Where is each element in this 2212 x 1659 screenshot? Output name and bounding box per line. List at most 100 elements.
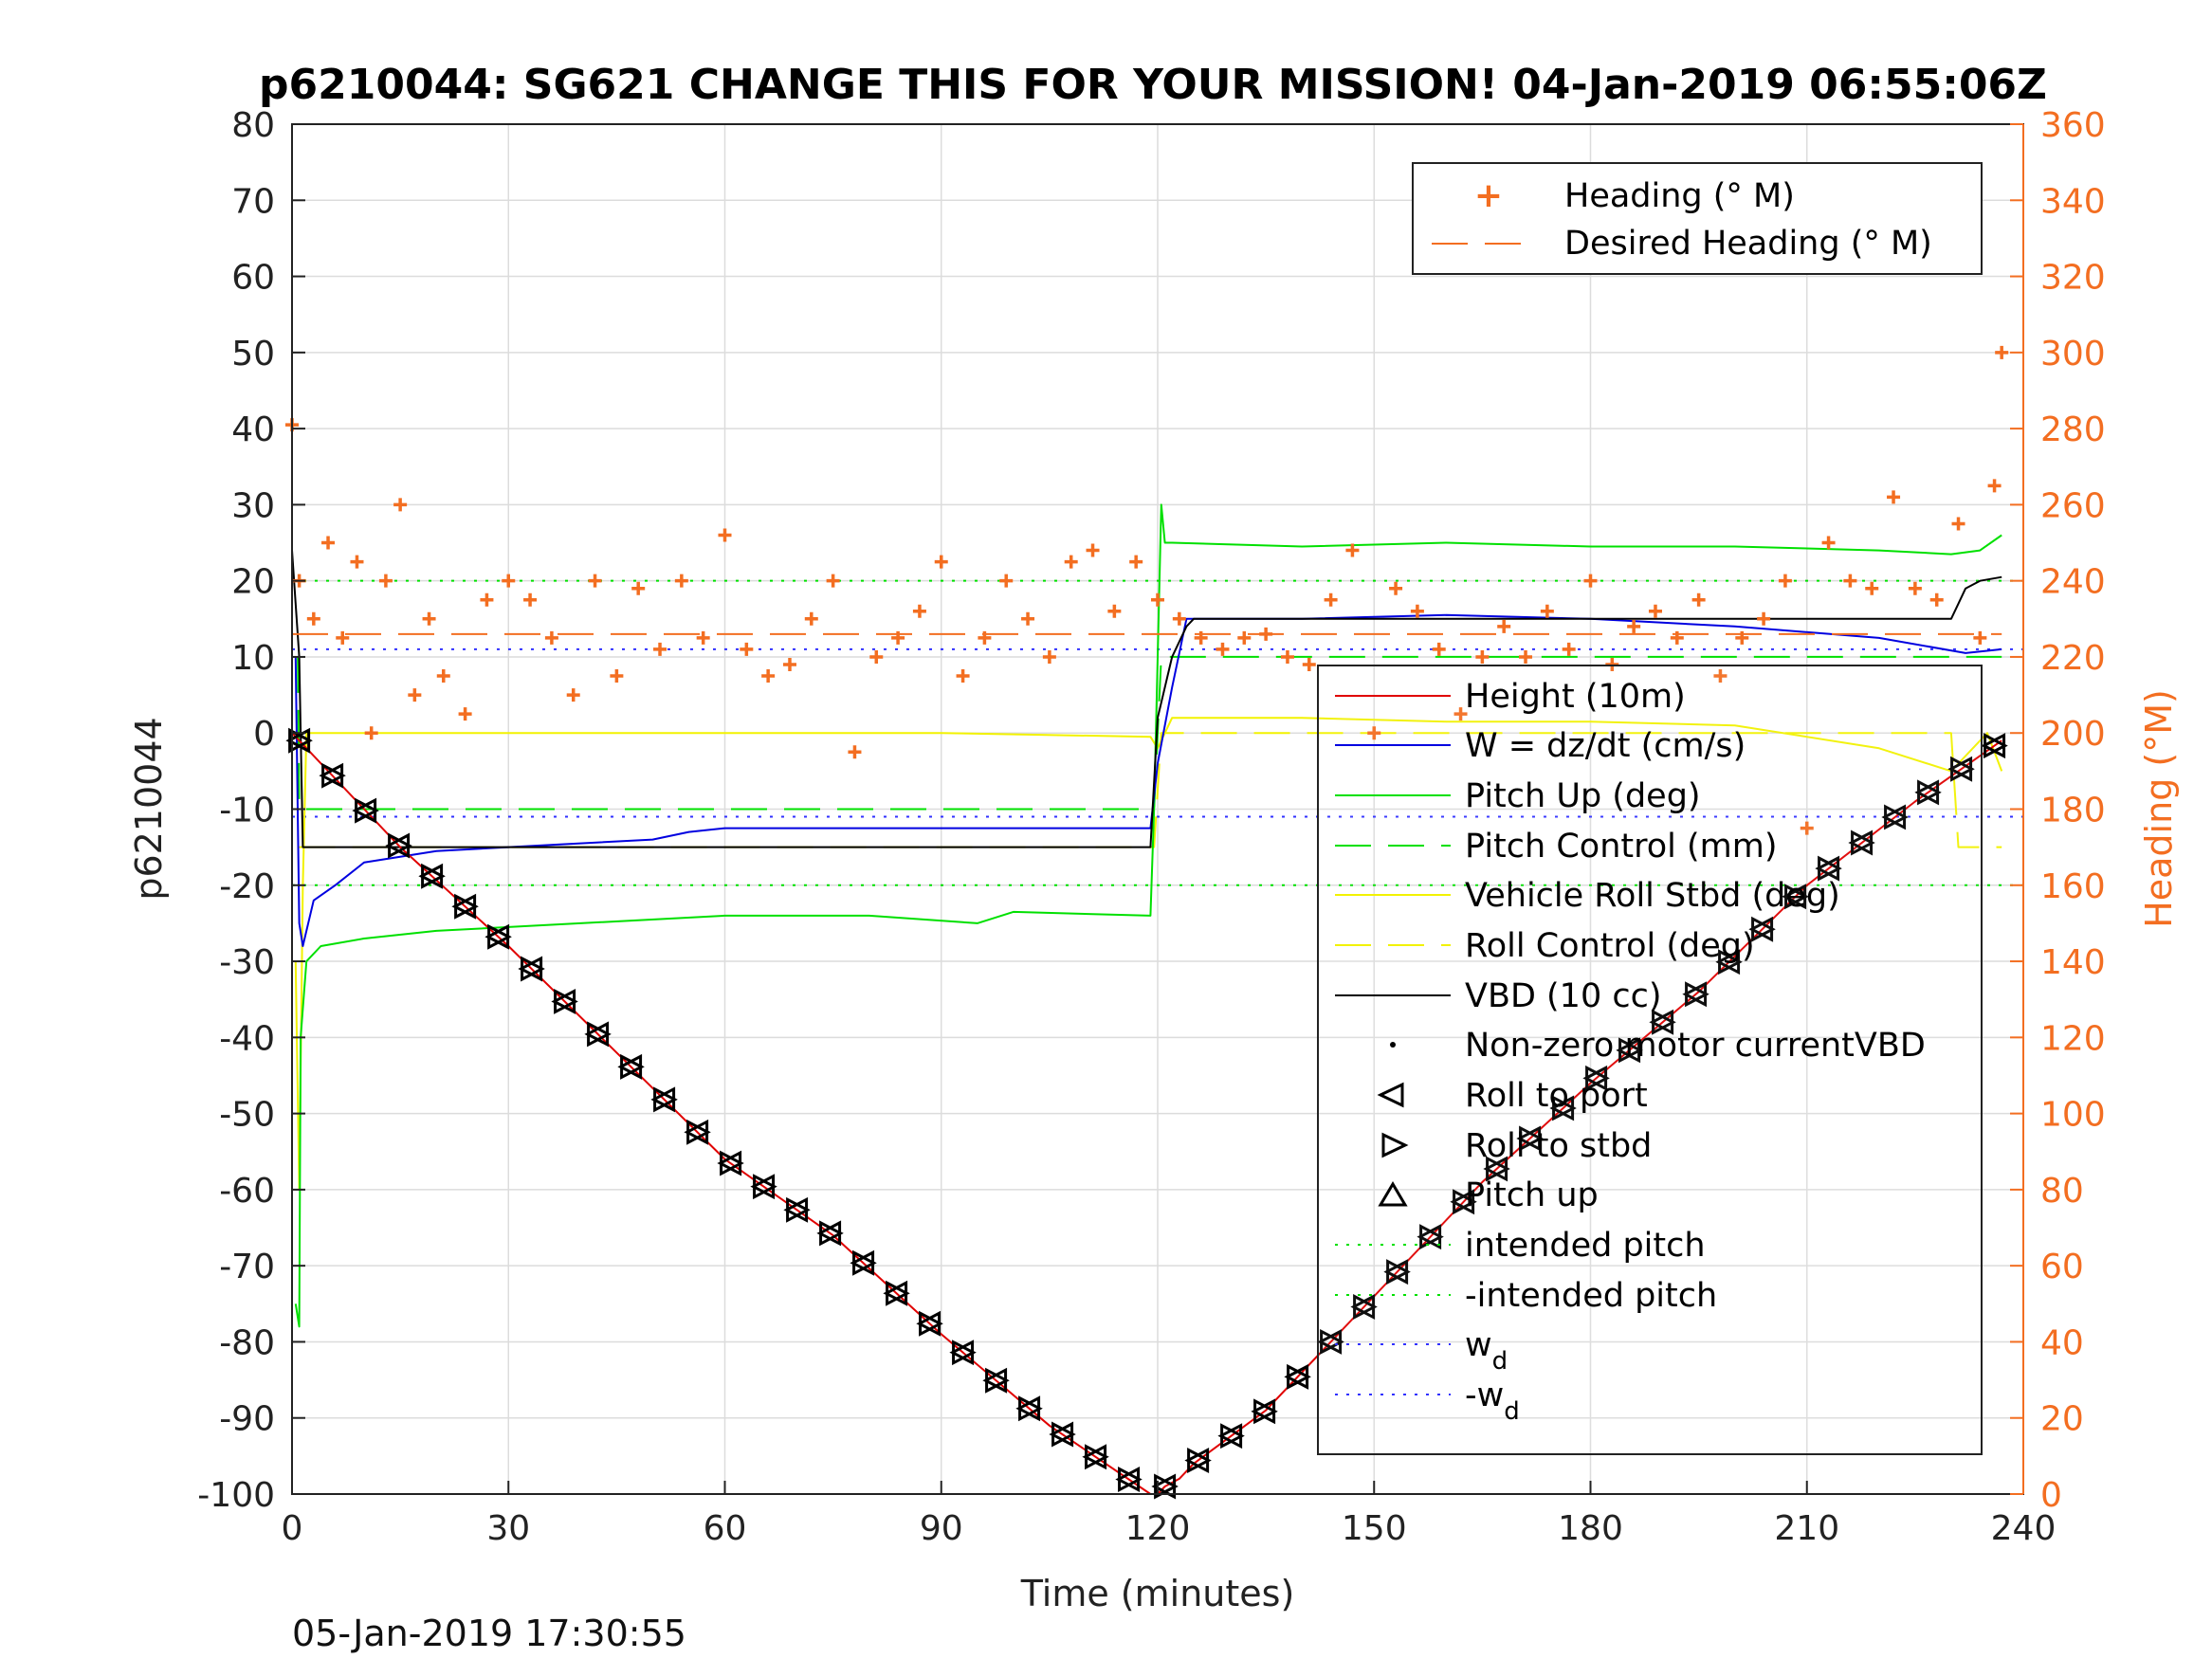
- heading-point: [999, 574, 1014, 588]
- heading-point: [422, 611, 436, 626]
- heading-point: [588, 574, 602, 588]
- heading-point: [1908, 581, 1922, 595]
- y-tick-label: -50: [219, 1096, 275, 1135]
- heading-point: [378, 574, 393, 588]
- roll-stbd-marker: [1818, 855, 1842, 882]
- heading-point: [393, 498, 408, 512]
- heading-point: [1453, 707, 1468, 721]
- y-tick-label: -80: [219, 1323, 275, 1362]
- y2-tick-label: 180: [2040, 792, 2106, 830]
- heading-point: [502, 574, 516, 588]
- y-tick-label: -100: [197, 1476, 275, 1515]
- legend-label-roll: Vehicle Roll Stbd (deg): [1465, 877, 1840, 915]
- heading-point: [1324, 592, 1338, 607]
- roll-stbd-marker: [1287, 1363, 1311, 1390]
- y2-tick-label: 320: [2040, 259, 2106, 298]
- legend-heading-plus-icon: +: [1474, 176, 1503, 215]
- heading-point: [1302, 657, 1316, 671]
- heading-point: [1475, 649, 1490, 664]
- heading-point: [1627, 619, 1641, 633]
- heading-point: [978, 630, 992, 645]
- roll-stbd-marker: [388, 832, 412, 859]
- heading-point: [480, 592, 494, 607]
- heading-point: [1562, 642, 1576, 656]
- heading-point: [364, 726, 378, 740]
- series-vbd: [291, 550, 2002, 848]
- y-tick-label: -70: [219, 1248, 275, 1286]
- series-height: [291, 732, 2002, 1495]
- heading-point: [1670, 630, 1684, 645]
- heading-point: [1497, 619, 1511, 633]
- y-tick-label: -20: [219, 867, 275, 906]
- y-tick-label: 30: [231, 486, 275, 525]
- legend-label-neg-wd-main: -w: [1465, 1376, 1504, 1414]
- footer-timestamp: 05-Jan-2019 17:30:55: [292, 1613, 686, 1654]
- x-tick-label: 120: [1125, 1509, 1191, 1548]
- y-tick-label: 40: [231, 410, 275, 449]
- heading-point: [1843, 574, 1857, 588]
- heading-point: [1973, 630, 1987, 645]
- roll-stbd-marker: [1018, 1395, 1043, 1422]
- y-tick-label: -40: [219, 1019, 275, 1058]
- roll-stbd-marker: [886, 1280, 910, 1306]
- roll-stbd-marker: [1386, 1259, 1411, 1285]
- heading-point: [912, 604, 926, 618]
- heading-point: [1129, 555, 1143, 569]
- heading-point: [1259, 627, 1273, 641]
- roll-stbd-marker: [454, 893, 479, 920]
- legend-label-roll-port: Roll to port: [1465, 1077, 1648, 1115]
- heading-point: [891, 630, 905, 645]
- heading-point: [1021, 611, 1035, 626]
- heading-point: [1757, 611, 1771, 626]
- heading-point: [544, 630, 558, 645]
- roll-stbd-marker: [288, 727, 313, 754]
- roll-stbd-marker: [653, 1086, 678, 1113]
- roll-stbd-marker: [1320, 1328, 1344, 1355]
- roll-stbd-marker: [1652, 1009, 1676, 1035]
- heading-point: [1237, 630, 1252, 645]
- heading-point: [321, 536, 336, 550]
- y-tick-label: 0: [253, 715, 275, 754]
- legend-label-height: Height (10m): [1465, 678, 1686, 716]
- roll-stbd-marker: [919, 1310, 943, 1337]
- roll-stbd-marker: [321, 762, 346, 789]
- heading-point: [956, 669, 970, 684]
- roll-stbd-marker: [952, 1340, 977, 1366]
- y2-tick-label: 0: [2040, 1476, 2062, 1515]
- heading-point: [1216, 642, 1230, 656]
- x-tick-label: 210: [1774, 1509, 1839, 1548]
- heading-point: [1345, 543, 1360, 557]
- y-tick-label: -30: [219, 943, 275, 982]
- y2-tick-label: 60: [2040, 1248, 2084, 1286]
- roll-stbd-marker: [1453, 1189, 1477, 1215]
- heading-point: [1540, 604, 1554, 618]
- roll-stbd-marker: [1884, 804, 1909, 830]
- legend-label-roll-stbd: Roll to stbd: [1465, 1127, 1652, 1165]
- legend-pitch-up-icon: [1378, 1181, 1408, 1207]
- roll-stbd-marker: [985, 1367, 1010, 1394]
- roll-stbd-marker: [1118, 1467, 1143, 1492]
- legend-label-vbd: VBD (10 cc): [1465, 977, 1662, 1015]
- heading-point: [523, 592, 538, 607]
- y2-tick-label: 340: [2040, 182, 2106, 221]
- y-tick-label: 10: [231, 639, 275, 678]
- y-tick-label: -60: [219, 1172, 275, 1211]
- roll-stbd-marker: [1983, 733, 2008, 759]
- y-axis-label: p6210044: [128, 717, 170, 900]
- roll-stbd-marker: [1519, 1125, 1544, 1152]
- heading-point: [826, 574, 840, 588]
- y2-tick-label: 100: [2040, 1096, 2106, 1135]
- heading-point: [1280, 649, 1294, 664]
- legend-main-box: [1317, 665, 1983, 1455]
- legend-heading-label: Heading (° M): [1564, 177, 1795, 215]
- heading-point: [631, 581, 646, 595]
- legend-motor-dot-icon: [1390, 1042, 1396, 1048]
- heading-point: [674, 574, 688, 588]
- heading-point: [1151, 592, 1164, 607]
- roll-stbd-marker: [1154, 1473, 1179, 1500]
- legend-label-wd: wd: [1465, 1326, 1508, 1376]
- y-tick-label: 60: [231, 259, 275, 298]
- legend-label-pitch-up: Pitch Up (deg): [1465, 777, 1701, 815]
- heading-point: [804, 611, 818, 626]
- legend-label-roll-control: Roll Control (deg): [1465, 927, 1755, 965]
